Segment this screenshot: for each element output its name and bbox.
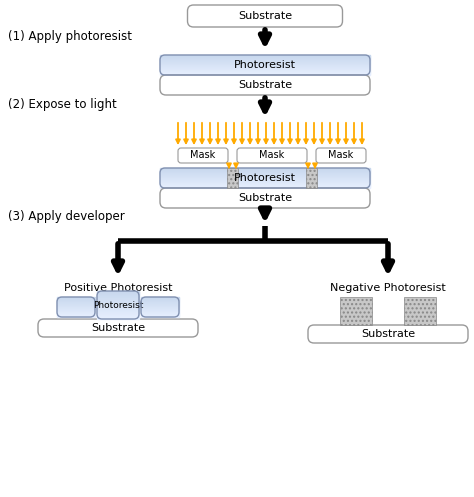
Text: Substrate: Substrate bbox=[238, 193, 292, 203]
Text: Positive Photoresist: Positive Photoresist bbox=[64, 283, 172, 293]
Text: Mask: Mask bbox=[191, 151, 216, 161]
FancyBboxPatch shape bbox=[188, 5, 343, 27]
Text: Substrate: Substrate bbox=[91, 323, 145, 333]
Text: Photoresist: Photoresist bbox=[93, 301, 143, 310]
Bar bbox=[227, 168, 238, 188]
FancyBboxPatch shape bbox=[38, 319, 198, 337]
Bar bbox=[306, 168, 317, 188]
Text: Photoresist: Photoresist bbox=[234, 173, 296, 183]
FancyBboxPatch shape bbox=[308, 325, 468, 343]
FancyBboxPatch shape bbox=[160, 188, 370, 208]
Text: Mask: Mask bbox=[328, 151, 354, 161]
Text: Mask: Mask bbox=[259, 151, 284, 161]
FancyBboxPatch shape bbox=[237, 148, 307, 163]
Text: Substrate: Substrate bbox=[361, 329, 415, 339]
Text: Substrate: Substrate bbox=[238, 11, 292, 21]
Text: (2) Expose to light: (2) Expose to light bbox=[8, 98, 117, 111]
FancyBboxPatch shape bbox=[316, 148, 366, 163]
Text: Substrate: Substrate bbox=[238, 80, 292, 90]
Bar bbox=[340, 297, 372, 325]
Text: Negative Photoresist: Negative Photoresist bbox=[330, 283, 446, 293]
Text: (1) Apply photoresist: (1) Apply photoresist bbox=[8, 30, 132, 43]
Bar bbox=[404, 297, 436, 325]
Text: Photoresist: Photoresist bbox=[234, 60, 296, 70]
FancyBboxPatch shape bbox=[160, 75, 370, 95]
FancyBboxPatch shape bbox=[178, 148, 228, 163]
Text: (3) Apply developer: (3) Apply developer bbox=[8, 210, 125, 223]
